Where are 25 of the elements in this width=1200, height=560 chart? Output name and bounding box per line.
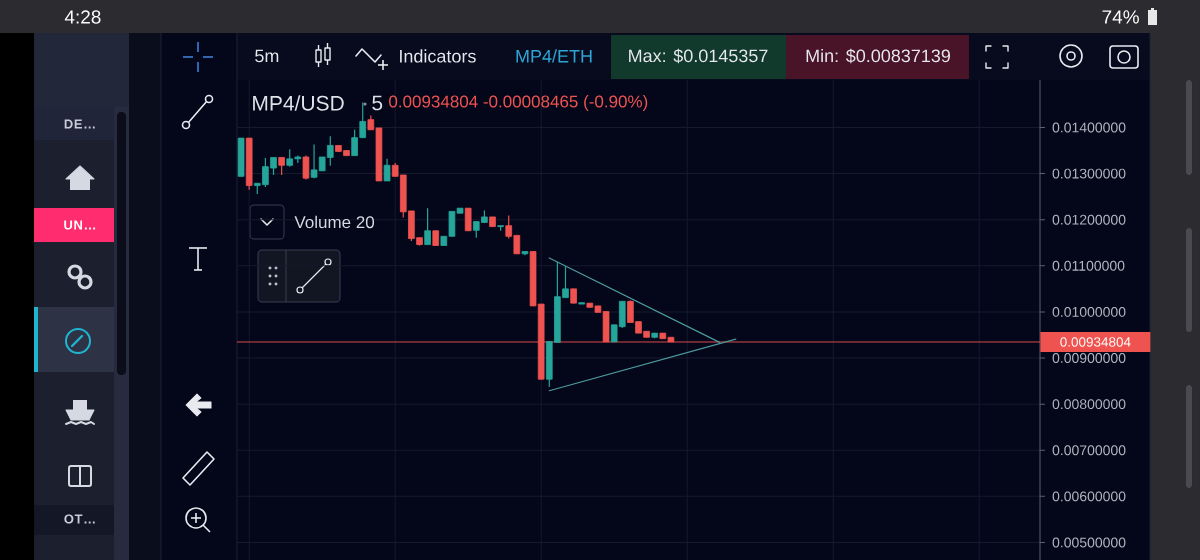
y-tick-label: 0.00900000 bbox=[1052, 353, 1126, 363]
y-tick-label: 0.01300000 bbox=[1052, 168, 1126, 179]
text: DE… bbox=[64, 119, 95, 129]
text: Max: $0.0145357 bbox=[629, 48, 768, 64]
y-tick-label: 0.00700000 bbox=[1052, 445, 1126, 456]
text: Indicators bbox=[400, 49, 476, 63]
y-tick-label: 0.01000000 bbox=[1052, 306, 1126, 317]
y-tick-label: 0.01100000 bbox=[1052, 260, 1125, 271]
y-tick-label: 0.00500000 bbox=[1052, 537, 1126, 548]
y-tick-label: 0.00600000 bbox=[1052, 491, 1126, 502]
text: 74% bbox=[1102, 10, 1139, 24]
text: UN… bbox=[64, 220, 96, 230]
text: MP4/USD bbox=[253, 95, 344, 111]
y-tick-label: 0.01400000 bbox=[1052, 122, 1126, 133]
ref-line-label: 0.00934804 bbox=[1060, 337, 1131, 347]
text: 5m bbox=[255, 49, 279, 63]
text: Min: $0.00837139 bbox=[806, 48, 951, 64]
text: OT… bbox=[64, 514, 95, 524]
annotation: Volume 20 bbox=[294, 215, 375, 229]
y-tick-label: 0.00800000 bbox=[1052, 399, 1126, 410]
annotation: 0.00934804 -0.00008465 (-0.90%) bbox=[389, 95, 648, 111]
text: 4:28 bbox=[64, 10, 101, 24]
y-tick-label: 0.01200000 bbox=[1052, 214, 1126, 225]
annotation: 5 bbox=[372, 95, 383, 111]
text: MP4/ETH bbox=[516, 49, 592, 63]
